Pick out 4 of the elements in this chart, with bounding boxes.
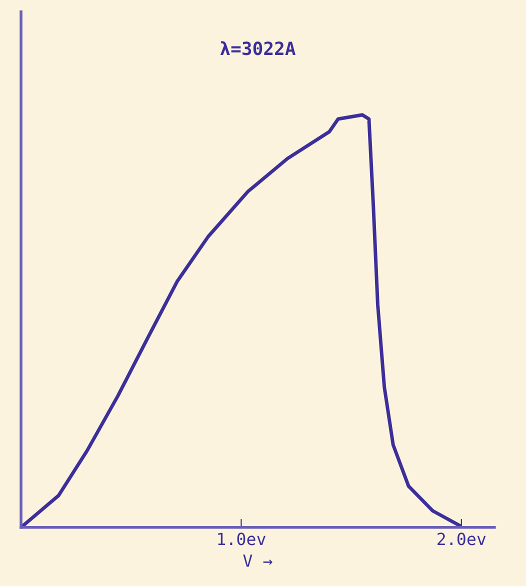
x-tick-label: 2.0ev — [438, 532, 486, 546]
x-axis-title: V → — [243, 554, 272, 567]
x-tick-label: 1.0ev — [218, 532, 266, 546]
chart-title: λ=3022A — [220, 41, 296, 56]
